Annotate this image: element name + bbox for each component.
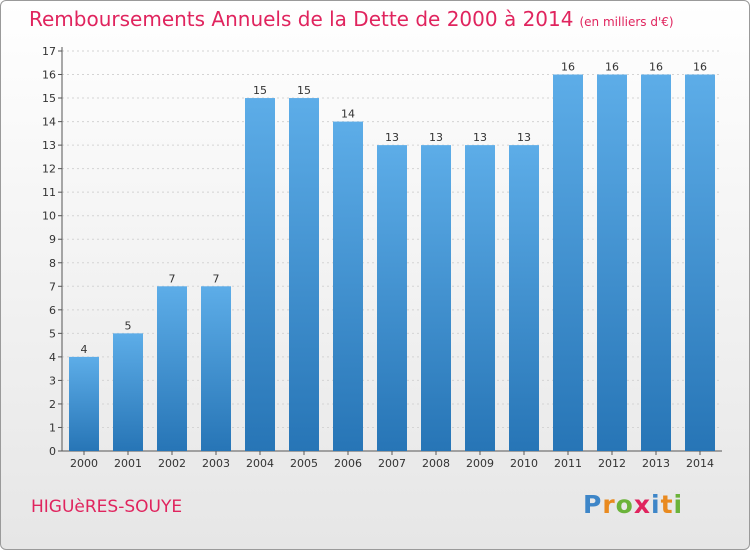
bar [201,286,231,451]
bar [553,74,583,451]
y-tick-label: 13 [42,139,56,152]
y-tick-label: 15 [42,92,56,105]
bar [113,333,143,451]
y-tick-label: 2 [49,398,56,411]
bar-value-label: 15 [297,84,311,97]
x-tick-label: 2011 [554,457,582,470]
bar-value-label: 13 [473,131,487,144]
bar [157,286,187,451]
x-tick-label: 2008 [422,457,450,470]
bar-value-label: 16 [693,61,707,74]
y-tick-label: 8 [49,257,56,270]
y-tick-label: 4 [49,351,56,364]
y-tick-label: 9 [49,233,56,246]
bar-value-label: 14 [341,108,355,121]
bar-value-label: 4 [81,343,88,356]
bar-value-label: 7 [169,272,176,285]
chart-title-text: Remboursements Annuels de la Dette de 20… [29,7,574,31]
x-tick-label: 2014 [686,457,714,470]
bar-value-label: 13 [385,131,399,144]
y-tick-label: 17 [42,45,56,58]
x-tick-label: 2005 [290,457,318,470]
proxiti-logo: Proxiti [583,490,684,519]
x-tick-label: 2001 [114,457,142,470]
x-tick-label: 2003 [202,457,230,470]
bar [597,74,627,451]
bars [69,74,715,452]
bar [377,145,407,451]
bar [421,145,451,451]
chart-title: Remboursements Annuels de la Dette de 20… [29,7,674,31]
x-tick-label: 2009 [466,457,494,470]
y-tick-label: 7 [49,280,56,293]
bar [685,74,715,451]
bar-value-label: 7 [213,272,220,285]
labels: 0123456789101112131415161742000520017200… [42,45,714,470]
y-tick-label: 11 [42,186,56,199]
x-tick-label: 2007 [378,457,406,470]
y-tick-label: 6 [49,304,56,317]
y-tick-label: 12 [42,163,56,176]
x-tick-label: 2013 [642,457,670,470]
x-tick-label: 2010 [510,457,538,470]
bar [333,121,363,452]
bar [69,356,99,451]
chart-subtitle: (en milliers d'€) [579,15,674,29]
y-tick-label: 1 [49,421,56,434]
x-tick-label: 2002 [158,457,186,470]
y-tick-label: 0 [49,445,56,458]
x-tick-label: 2000 [70,457,98,470]
bar-value-label: 16 [605,61,619,74]
bar [245,98,275,451]
bar [289,98,319,451]
y-tick-label: 14 [42,116,56,129]
x-tick-label: 2004 [246,457,274,470]
bar [465,145,495,451]
bar [509,145,539,451]
y-tick-label: 5 [49,327,56,340]
bar-value-label: 16 [561,61,575,74]
bar-value-label: 13 [517,131,531,144]
y-tick-label: 3 [49,374,56,387]
bar-value-label: 15 [253,84,267,97]
bar [641,74,671,451]
y-tick-label: 10 [42,210,56,223]
bar-value-label: 5 [125,319,132,332]
y-tick-label: 16 [42,69,56,82]
x-tick-label: 2006 [334,457,362,470]
bar-value-label: 13 [429,131,443,144]
location-name: HIGUèRES-SOUYE [31,497,183,517]
x-tick-label: 2012 [598,457,626,470]
bar-value-label: 16 [649,61,663,74]
